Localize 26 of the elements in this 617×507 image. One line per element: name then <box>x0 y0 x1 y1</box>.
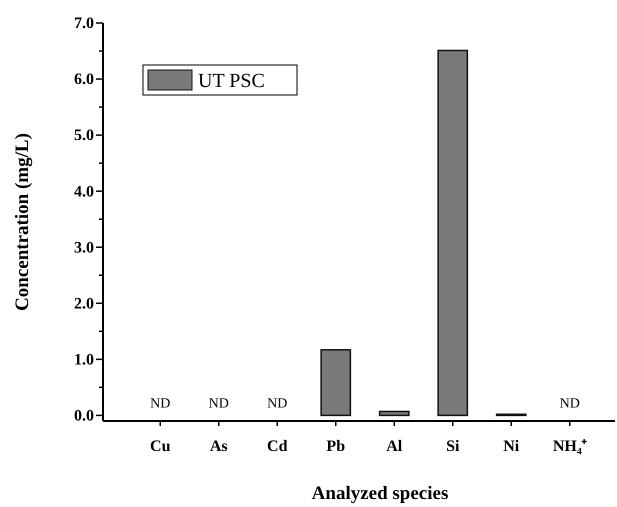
y-tick-label: 2.0 <box>74 295 94 312</box>
y-tick-label: 4.0 <box>74 183 94 200</box>
y-tick-label: 0.0 <box>74 408 94 425</box>
x-tick-label: Cd <box>267 438 288 455</box>
x-tick-label: Pb <box>326 438 346 455</box>
y-tick-label: 3.0 <box>74 239 94 256</box>
x-tick-label: Al <box>386 438 403 455</box>
text: ND <box>150 396 170 412</box>
y-axis-title: Concentration (mg/L) <box>12 133 33 311</box>
x-tick-label: As <box>210 438 228 455</box>
legend-label: UT PSC <box>198 70 265 92</box>
x-tick-label: NH₄⁺ <box>552 438 588 455</box>
x-tick-label: Cu <box>150 438 171 455</box>
y-tick-label: 7.0 <box>74 15 94 32</box>
y-tick-label: 6.0 <box>74 71 94 88</box>
bar <box>437 50 468 416</box>
y-tick-label: 1.0 <box>74 351 94 368</box>
x-axis-title: Analyzed species <box>312 483 448 504</box>
x-tick-label: Ni <box>503 438 520 455</box>
bar <box>320 349 352 416</box>
x-tick-label: Si <box>446 438 460 455</box>
text: ND <box>560 396 580 412</box>
y-tick-label: 5.0 <box>74 127 94 144</box>
text: ND <box>267 396 288 412</box>
bar <box>378 410 410 416</box>
text: ND <box>208 396 229 412</box>
